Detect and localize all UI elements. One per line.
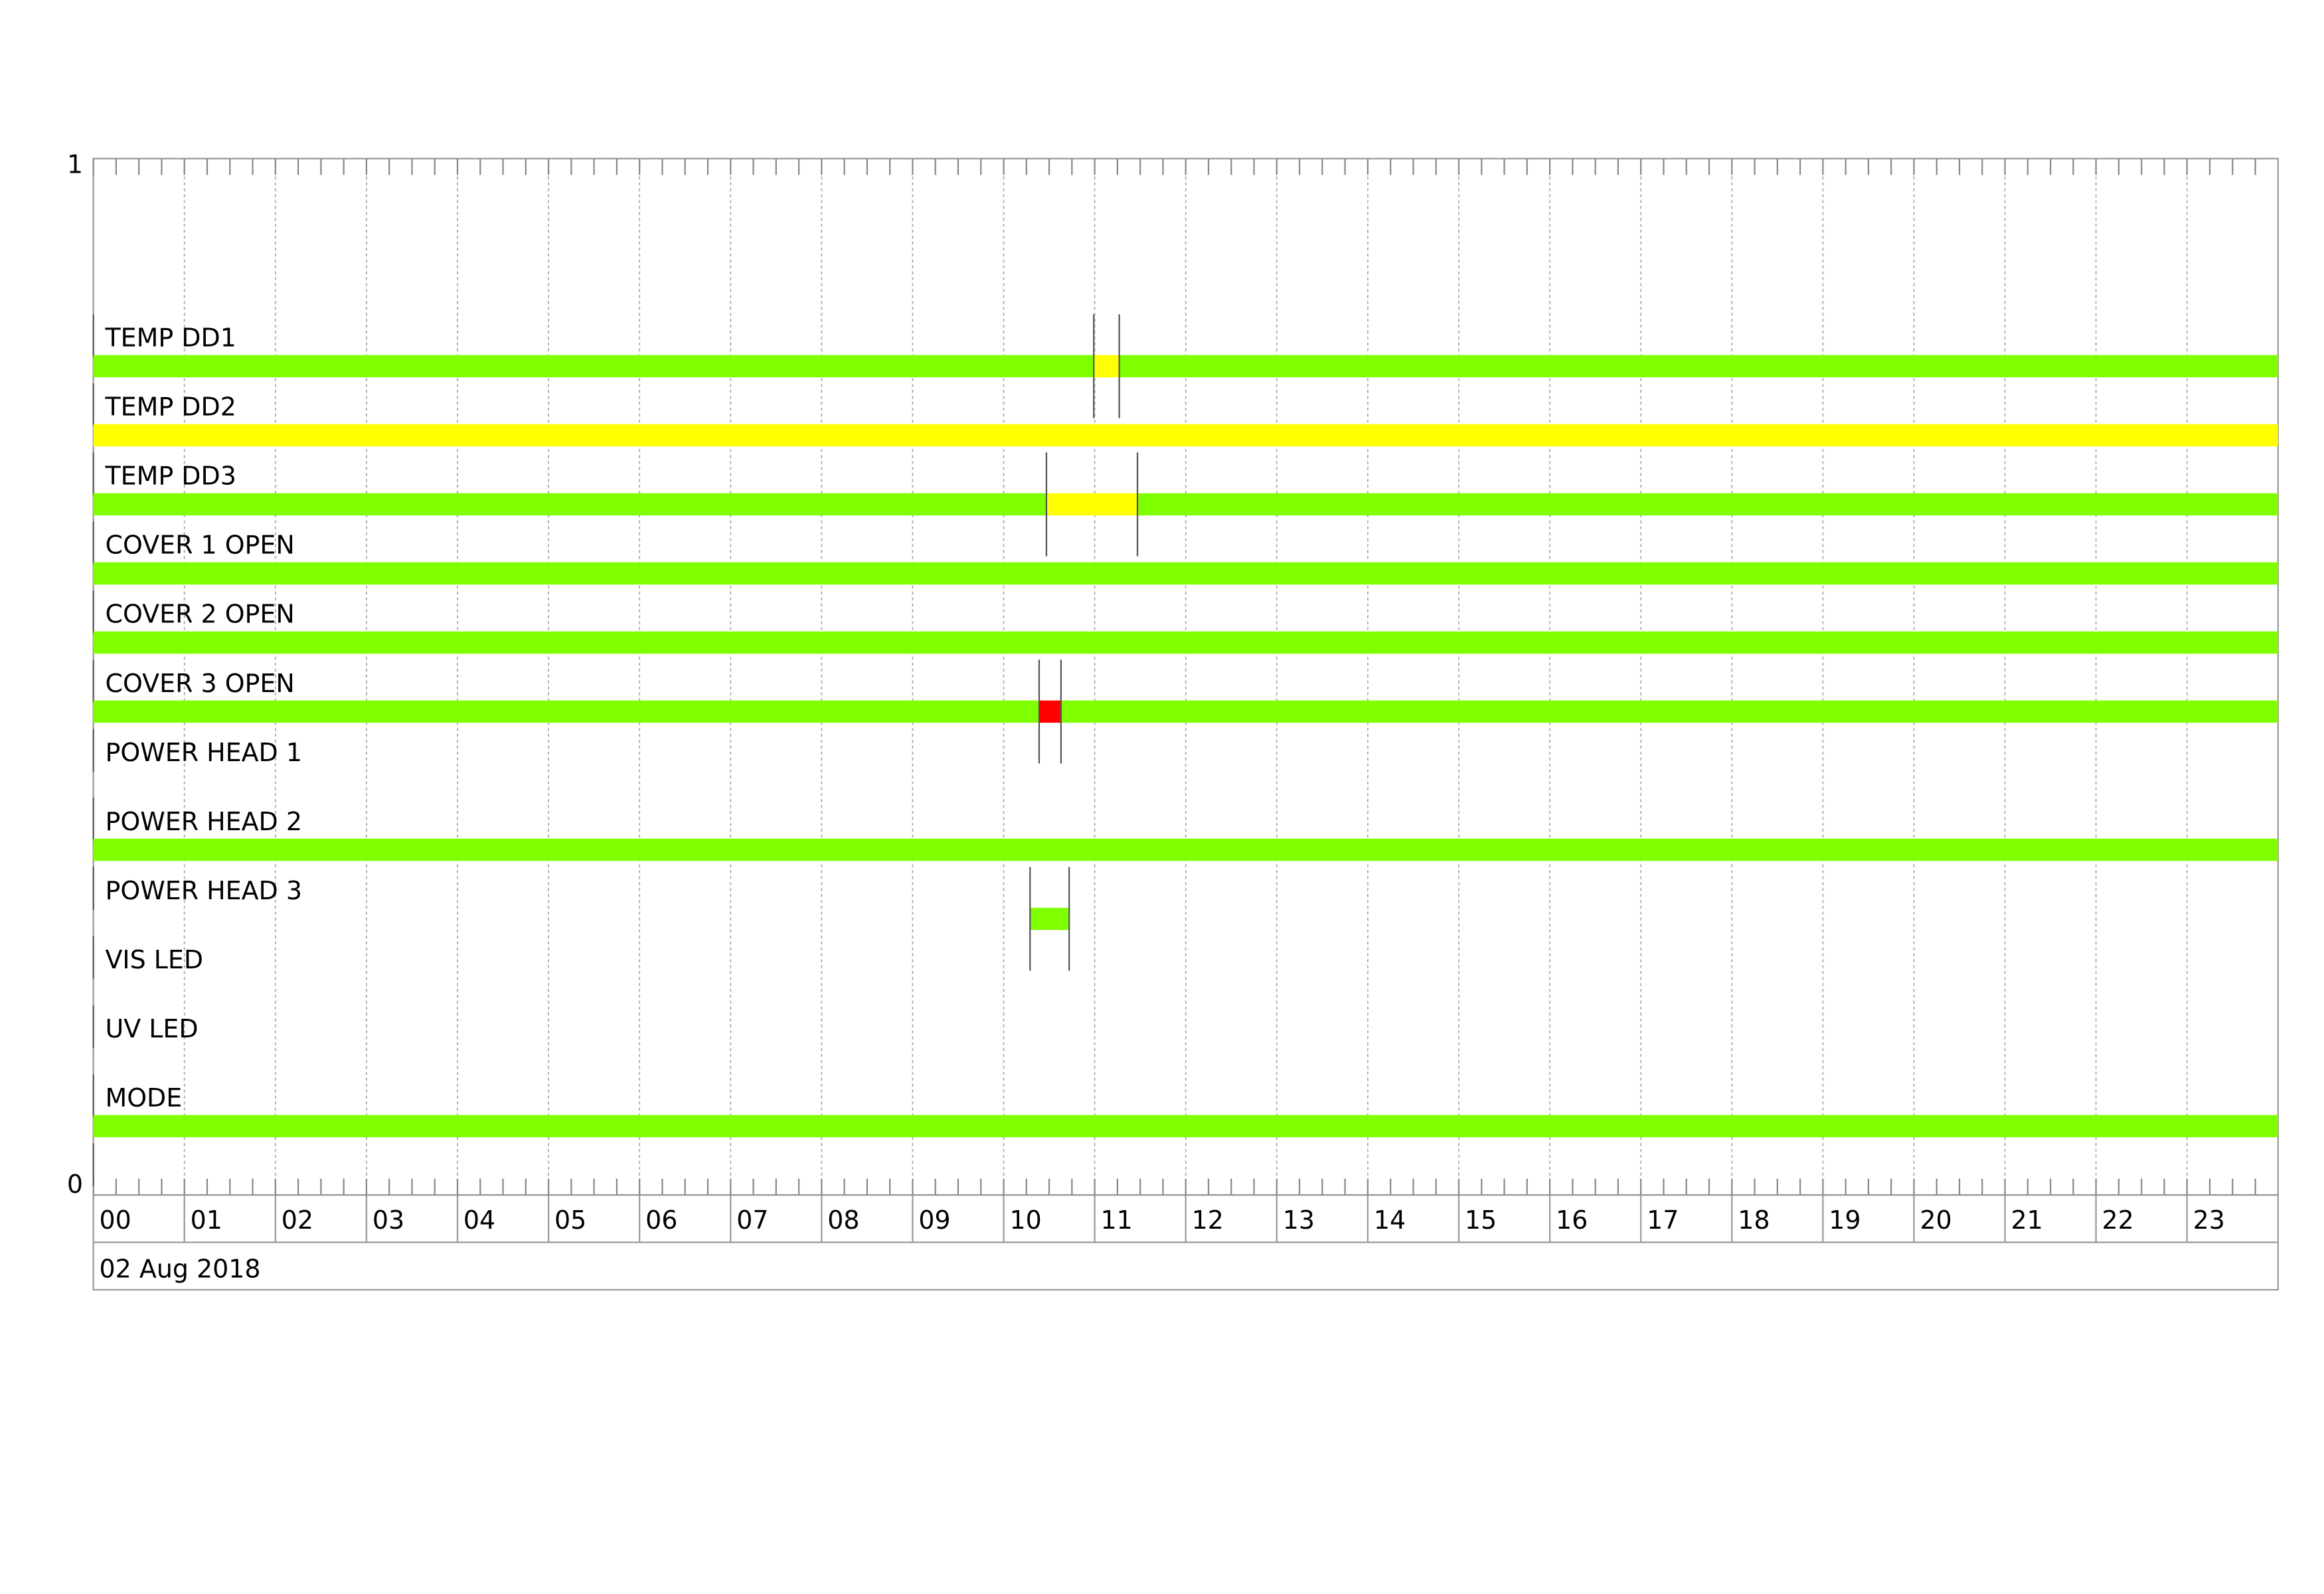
x-tick-label: 09 (918, 1205, 950, 1235)
date-label: 02 Aug 2018 (100, 1254, 261, 1283)
x-tick-label: 14 (1374, 1205, 1406, 1235)
row-label: VIS LED (105, 945, 203, 974)
x-tick-label: 19 (1829, 1205, 1861, 1235)
state-bar (1119, 355, 2278, 378)
x-tick-label: 02 (282, 1205, 313, 1235)
row-label: COVER 2 OPEN (105, 600, 294, 629)
x-tick-label: 20 (1920, 1205, 1951, 1235)
row-label: POWER HEAD 1 (105, 738, 302, 767)
x-tick-label: 01 (191, 1205, 222, 1235)
y-tick-label: 0 (67, 1170, 83, 1199)
x-tick-label: 08 (827, 1205, 859, 1235)
y-tick-label: 1 (67, 150, 83, 179)
state-bar (93, 631, 2278, 654)
state-bar (93, 838, 2278, 861)
x-tick-label: 05 (554, 1205, 586, 1235)
row-label: TEMP DD1 (104, 323, 236, 353)
x-tick-label: 06 (645, 1205, 677, 1235)
row-label: POWER HEAD 2 (105, 807, 302, 836)
x-tick-label: 04 (463, 1205, 495, 1235)
state-bar (93, 700, 1039, 723)
x-tick-label: 22 (2102, 1205, 2134, 1235)
x-tick-label: 18 (1738, 1205, 1770, 1235)
state-bar (93, 424, 2278, 447)
row-label: COVER 3 OPEN (105, 669, 294, 698)
x-tick-label: 16 (1556, 1205, 1588, 1235)
row-label: MODE (105, 1083, 182, 1112)
x-tick-label: 21 (2011, 1205, 2042, 1235)
row-label: TEMP DD3 (104, 462, 236, 491)
x-tick-label: 00 (100, 1205, 131, 1235)
x-tick-label: 11 (1101, 1205, 1133, 1235)
state-bar (93, 493, 1046, 516)
x-tick-label: 17 (1647, 1205, 1679, 1235)
state-bar (93, 1114, 2278, 1138)
x-tick-label: 07 (736, 1205, 768, 1235)
state-bar (93, 355, 1094, 378)
row-label: POWER HEAD 3 (105, 876, 302, 905)
x-tick-label: 12 (1192, 1205, 1224, 1235)
x-tick-label: 23 (2193, 1205, 2225, 1235)
state-bar (1030, 907, 1070, 930)
row-label: UV LED (105, 1014, 198, 1043)
x-tick-label: 10 (1009, 1205, 1041, 1235)
state-bar (1046, 493, 1138, 516)
state-bar (93, 562, 2278, 585)
state-bar (1094, 355, 1120, 378)
x-tick-label: 03 (373, 1205, 404, 1235)
state-bar (1038, 700, 1061, 723)
state-bar (1137, 493, 2278, 516)
row-label: TEMP DD2 (104, 393, 236, 422)
x-tick-label: 13 (1283, 1205, 1315, 1235)
state-bar (1060, 700, 2278, 723)
x-tick-label: 15 (1465, 1205, 1497, 1235)
row-label: COVER 1 OPEN (105, 531, 294, 560)
